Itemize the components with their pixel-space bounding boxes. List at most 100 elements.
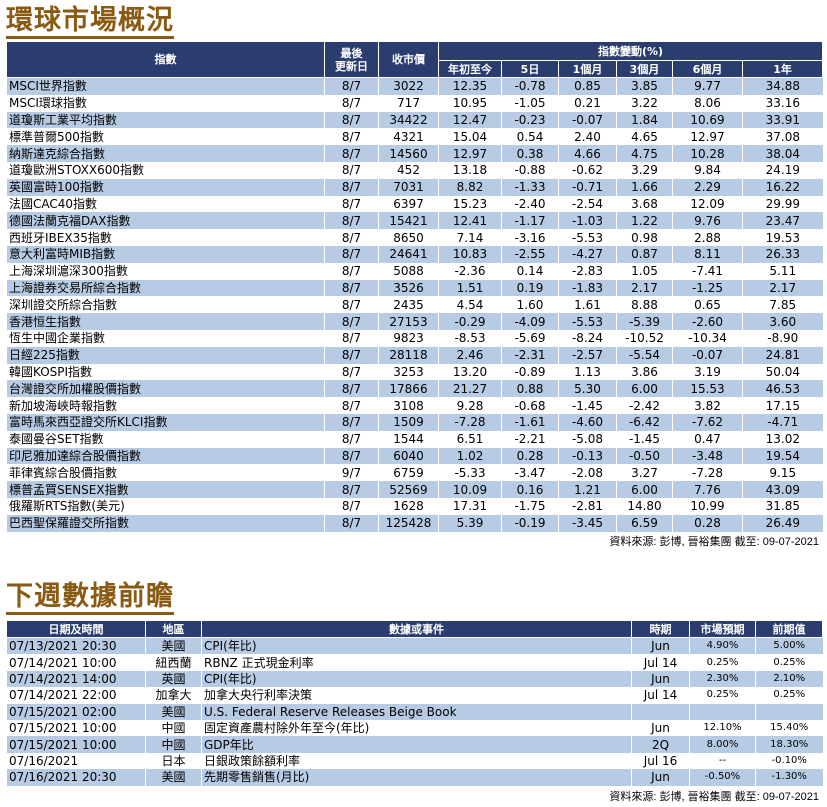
market-forecast: 0.25% [689,687,756,704]
change-6m: 2.29 [672,178,743,196]
table-row: 恆生中國企業指數 8/7 9823 -8.53 -5.69 -8.24 -10.52 -10.… [6,329,823,347]
last-update-date: 8/7 [324,380,379,398]
event-name: 加拿大央行利率決策 [201,687,632,704]
event-datetime: 07/14/2021 14:00 [6,670,146,688]
header-1y: 1年 [741,60,824,78]
table-row: 納斯達克綜合指數 8/7 14560 12.97 0.38 4.66 4.75 10.28 38… [6,145,823,162]
index-name: 深圳證交所綜合指數 [6,296,325,314]
event-datetime: 07/14/2021 22:00 [6,687,146,704]
change-1y: 33.91 [741,111,823,129]
index-name: 標準普爾500指數 [6,128,325,146]
event-name: 日銀政策餘額利率 [201,752,632,770]
market-forecast: -0.50% [689,769,756,786]
change-ytd: -7.28 [438,413,502,431]
index-name: MSCI環球指數 [6,94,325,112]
index-name: 西班牙IBEX35指數 [6,229,325,246]
change-1m: -5.53 [558,313,617,330]
table-row: 道瓊歐洲STOXX600指數 8/7 452 13.18 -0.88 -0.62 3.29 9… [6,161,823,179]
market-forecast: -- [689,752,756,770]
change-ytd: 12.35 [438,77,502,95]
event-datetime: 07/14/2021 10:00 [6,654,146,671]
change-3m: -1.45 [616,430,673,448]
change-ytd: 2.46 [438,346,502,364]
event-datetime: 07/13/2021 20:30 [6,637,146,655]
table-row: 富時馬來西亞證交所KLCI指數 8/7 1509 -7.28 -1.61 -4.60 -6.… [6,413,823,431]
close-price: 8650 [378,229,439,246]
change-ytd: 12.97 [438,145,502,162]
change-5d: 0.28 [501,447,559,465]
change-1m: 1.61 [558,296,617,314]
change-3m: 1.05 [616,262,673,280]
close-price: 6397 [378,195,439,213]
last-update-date: 8/7 [324,497,379,515]
index-name: 英國富時100指數 [6,178,325,196]
table-row: 07/15/2021 10:00 中國 固定資產農村除外年至今(年比) Jun 12.1… [6,719,823,737]
change-1m: -2.81 [558,497,617,515]
change-6m: 7.76 [672,481,743,498]
header-datetime: 日期及時間 [6,620,146,638]
header-3m: 3個月 [616,60,673,78]
change-ytd: 10.09 [438,481,502,498]
market-overview-table: 指數 最後 更新日 收市價 指數變動(%) 年初至今 5日 1個月 3個月 6個月… [6,41,824,532]
index-name: 上海深圳滬深300指數 [6,262,325,280]
header-close: 收市價 [378,41,439,78]
previous-value: -0.10% [755,752,823,770]
previous-value: 18.30% [755,736,823,753]
table-row: 香港恒生指數 8/7 27153 -0.29 -4.09 -5.53 -5.39 -2.60 3… [6,313,823,330]
table-row: 英國富時100指數 8/7 7031 8.82 -1.33 -0.71 1.66 2.29 16… [6,178,823,196]
index-name: 日經225指數 [6,346,325,364]
change-1y: 19.53 [741,229,823,246]
last-update-date: 8/7 [324,481,379,498]
change-5d: -2.40 [501,195,559,213]
change-5d: -0.88 [501,161,559,179]
close-price: 1509 [378,413,439,431]
last-update-date: 8/7 [324,195,379,213]
change-6m: 0.65 [672,296,743,314]
last-update-date: 8/7 [324,397,379,414]
change-3m: 14.80 [616,497,673,515]
last-update-date: 8/7 [324,363,379,381]
index-name: 納斯達克綜合指數 [6,145,325,162]
change-5d: -1.61 [501,413,559,431]
last-update-date: 8/7 [324,296,379,314]
change-1m: -5.08 [558,430,617,448]
header-last-update: 最後 更新日 [324,41,379,78]
last-update-date: 8/7 [324,346,379,364]
previous-value: 0.25% [755,687,823,704]
change-ytd: 1.02 [438,447,502,465]
table-row: 道瓊斯工業平均指數 8/7 34422 12.47 -0.23 -0.07 1.84 10.6… [6,111,823,129]
last-update-date: 8/7 [324,447,379,465]
change-1m: 4.66 [558,145,617,162]
change-3m: -5.54 [616,346,673,364]
change-3m: 3.27 [616,464,673,482]
index-name: 意大利富時MIB指數 [6,245,325,263]
header-period: 時期 [631,620,690,638]
change-1y: 3.60 [741,313,823,330]
close-price: 24641 [378,245,439,263]
index-name: 上海證券交易所綜合指數 [6,279,325,297]
table-row: 巴西聖保羅證交所指數 8/7 125428 5.39 -0.19 -3.45 6.59 0.2… [6,514,823,532]
close-price: 27153 [378,313,439,330]
change-6m: 12.09 [672,195,743,213]
index-name: 富時馬來西亞證交所KLCI指數 [6,413,325,431]
table-row: 印尼雅加達綜合股價指數 8/7 6040 1.02 0.28 -0.13 -0.50 -3.4… [6,447,823,465]
table-row: 深圳證交所綜合指數 8/7 2435 4.54 1.60 1.61 8.88 0.65 7.85 [6,296,823,314]
event-name: 先期零售銷售(月比) [201,769,632,786]
close-price: 3253 [378,363,439,381]
header-1m: 1個月 [558,60,617,78]
header-5d: 5日 [501,60,559,78]
change-1y: 38.04 [741,145,823,162]
change-1m: -3.45 [558,514,617,532]
change-5d: -5.69 [501,329,559,347]
last-update-date: 8/7 [324,145,379,162]
table-row: 法國CAC40指數 8/7 6397 15.23 -2.40 -2.54 3.68 12.09… [6,195,823,213]
table-row: 日經225指數 8/7 28118 2.46 -2.31 -2.57 -5.54 -0.07 2… [6,346,823,364]
close-price: 3526 [378,279,439,297]
change-6m: -7.62 [672,413,743,431]
change-ytd: 17.31 [438,497,502,515]
close-price: 7031 [378,178,439,196]
change-5d: -4.09 [501,313,559,330]
last-update-date: 8/7 [324,128,379,146]
table-row: 上海證券交易所綜合指數 8/7 3526 1.51 0.19 -1.83 2.17 -1.25… [6,279,823,297]
change-ytd: 7.14 [438,229,502,246]
